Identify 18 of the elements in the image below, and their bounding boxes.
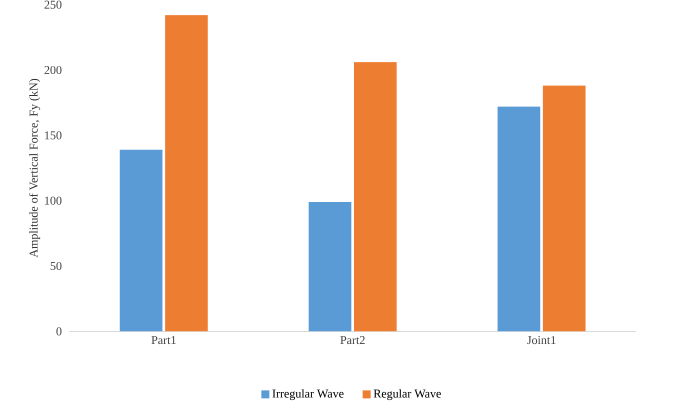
x-tick-label: Joint1	[527, 336, 556, 344]
y-tick-label: 50	[50, 262, 62, 270]
x-tick-label: Part1	[151, 336, 176, 344]
y-tick-label: 250	[44, 0, 62, 9]
y-tick-label: 150	[45, 131, 62, 140]
bar	[542, 86, 586, 332]
legend-label: Regular Wave	[374, 389, 441, 400]
bar	[165, 15, 208, 332]
y-tick-label: 200	[44, 66, 62, 74]
y-tick-label: 100	[45, 196, 62, 205]
bar	[120, 150, 162, 332]
bar	[308, 202, 352, 332]
y-tick-label: 0	[56, 327, 62, 336]
bar	[354, 62, 397, 332]
y-axis-title: Amplitude of Vertical Force, Fy (kN)	[29, 78, 40, 258]
bar	[498, 106, 540, 332]
x-tick-label: Part2	[340, 336, 365, 344]
legend-label: Irregular Wave	[272, 389, 344, 400]
